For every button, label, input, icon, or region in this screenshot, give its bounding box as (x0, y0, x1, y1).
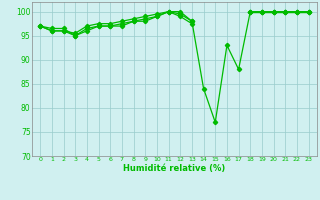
X-axis label: Humidité relative (%): Humidité relative (%) (123, 164, 226, 173)
